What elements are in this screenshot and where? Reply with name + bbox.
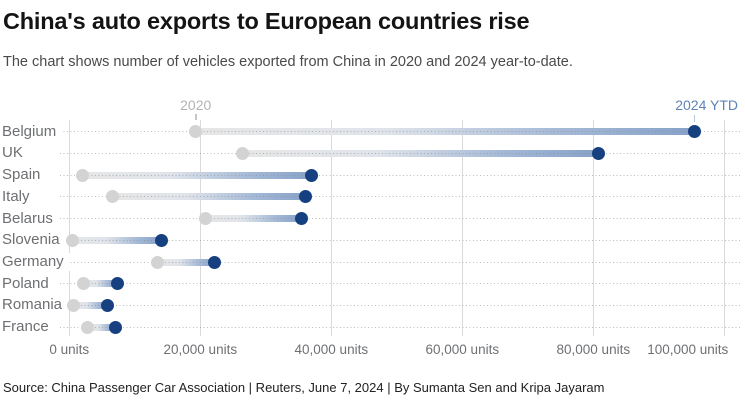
row-gridline [60,261,742,263]
dot-2024 [305,168,319,182]
x-axis-tick-label: 40,000 units [294,342,369,357]
vertical-gridline [461,120,463,336]
category-label: Poland [2,274,55,293]
category-label: Belarus [2,209,59,228]
category-label: Germany [2,253,70,272]
category-label: Romania [2,296,69,315]
dot-2024 [687,125,701,139]
vertical-gridline [68,120,70,336]
dot-2020 [66,233,80,247]
row-gridline [60,174,742,176]
category-label: Slovenia [2,231,66,250]
legend-2020-tick [195,113,197,120]
x-axis-tick-label: 0 units [49,342,90,357]
row-gridline [60,152,742,154]
dot-2020 [236,146,250,160]
dot-2024 [294,212,308,226]
row-gridline [60,131,742,133]
row-gridline [60,326,742,328]
dot-2020 [81,320,95,334]
row-gridline [60,304,742,306]
vertical-gridline [723,120,725,336]
category-label: France [2,318,55,337]
source-line: Source: China Passenger Car Association … [3,380,605,395]
row-gridline [60,218,742,220]
dot-2024 [101,298,115,312]
dot-2020 [66,298,80,312]
dot-2024 [592,146,606,160]
dot-2024 [154,233,168,247]
x-axis-tick-label: 60,000 units [425,342,500,357]
category-label: Italy [2,187,36,206]
x-axis-tick-label: 100,000 units [647,342,729,357]
legend-2020-label: 2020 [180,97,212,113]
category-label: UK [2,144,29,163]
row-gridline [60,283,742,285]
dot-2020 [106,190,120,204]
dot-2024 [111,277,125,291]
vertical-gridline [330,120,332,336]
dot-2024 [299,190,313,204]
dot-2024 [208,255,222,269]
dot-2020 [150,255,164,269]
x-axis-tick-label: 20,000 units [163,342,238,357]
dot-2024 [108,320,122,334]
vertical-gridline [199,120,201,336]
dot-2020 [76,277,90,291]
legend-2024-label: 2024 YTD [675,97,738,113]
vertical-gridline [592,120,594,336]
row-gridline [60,239,742,241]
dot-2020 [189,125,203,139]
dot-2020 [199,212,213,226]
category-label: Spain [2,166,47,185]
x-axis-tick-label: 80,000 units [556,342,631,357]
legend-2024-tick [693,115,696,122]
chart-subtitle: The chart shows number of vehicles expor… [3,54,573,70]
chart-title: China's auto exports to European countri… [3,8,530,34]
row-gridline [60,196,742,198]
category-label: Belgium [2,122,63,141]
dot-2020 [75,168,89,182]
